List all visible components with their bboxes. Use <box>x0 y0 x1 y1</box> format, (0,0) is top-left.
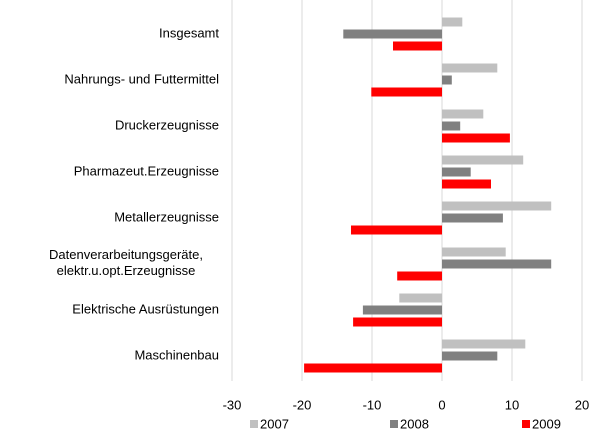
x-tick-label: -10 <box>363 397 382 412</box>
bar <box>442 339 526 349</box>
bar <box>304 363 442 373</box>
bar <box>362 305 442 315</box>
bar <box>442 17 463 27</box>
bar <box>442 167 471 177</box>
bar <box>353 317 442 327</box>
bar <box>399 293 442 303</box>
y-tick-label: Insgesamt <box>159 25 219 40</box>
legend-label: 2008 <box>400 416 429 431</box>
legend-marker <box>522 420 530 428</box>
y-tick-label: Druckerzeugnisse <box>115 117 219 132</box>
bar <box>397 271 442 281</box>
y-tick-label: Elektrische Ausrüstungen <box>72 301 219 316</box>
y-tick-label: Maschinenbau <box>134 347 219 362</box>
bar <box>442 351 498 361</box>
bar <box>442 179 491 189</box>
x-tick-label: -30 <box>223 397 242 412</box>
bar <box>442 247 506 257</box>
bar <box>442 121 461 131</box>
bar <box>442 201 552 211</box>
y-tick-label: Pharmazeut.Erzeugnisse <box>74 163 219 178</box>
bar <box>442 213 503 223</box>
legend-label: 2007 <box>260 416 289 431</box>
y-tick-label: Nahrungs- und Futtermittel <box>64 71 219 86</box>
bar <box>442 259 552 269</box>
legend-label: 2009 <box>532 416 561 431</box>
x-tick-label: 20 <box>575 397 589 412</box>
bar <box>442 155 524 165</box>
bar <box>442 109 484 119</box>
x-tick-label: 0 <box>438 397 445 412</box>
bar <box>442 63 498 73</box>
y-tick-label: Datenverarbeitungsgeräte, elektr.u.opt.Er… <box>49 247 203 278</box>
bar <box>393 41 442 51</box>
legend-marker <box>250 420 258 428</box>
legend-marker <box>390 420 398 428</box>
y-tick-label: Metallerzeugnisse <box>114 209 219 224</box>
bar <box>351 225 442 235</box>
bar <box>442 133 510 143</box>
x-tick-label: 10 <box>505 397 519 412</box>
x-tick-label: -20 <box>293 397 312 412</box>
bar <box>343 29 442 39</box>
bar <box>442 75 452 85</box>
bar <box>371 87 442 97</box>
